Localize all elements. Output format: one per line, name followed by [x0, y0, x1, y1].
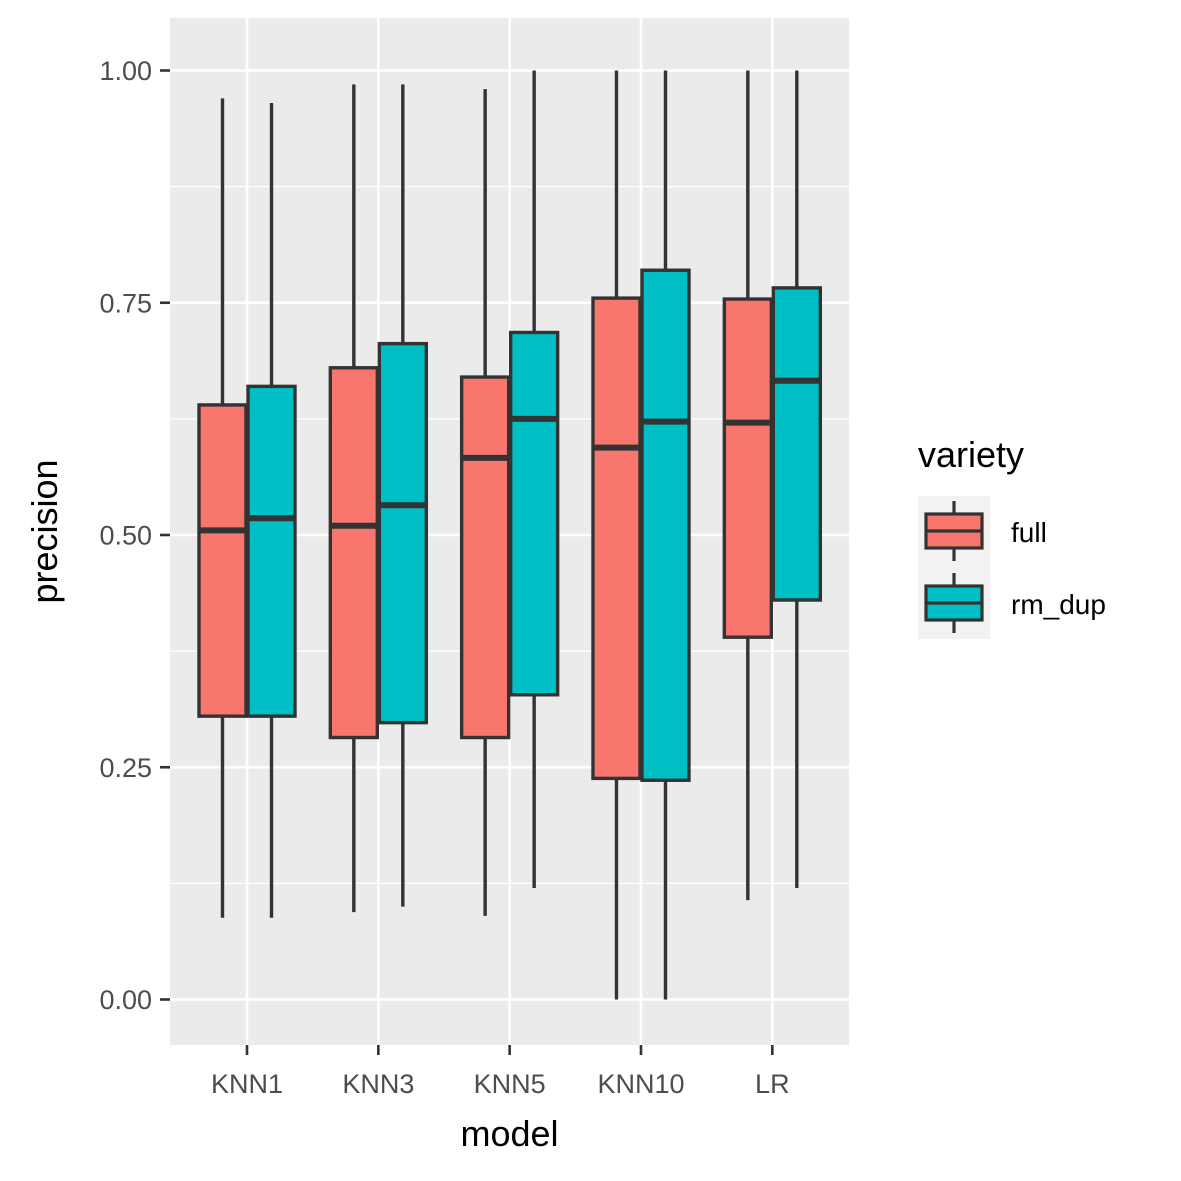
box-iqr [377, 341, 429, 725]
box-iqr [246, 384, 297, 718]
y-tick-label: 0.00 [99, 985, 152, 1015]
box-iqr [459, 375, 511, 740]
y-tick-label: 0.75 [99, 288, 152, 318]
box-lr-full [722, 70, 774, 901]
y-tick-label: 1.00 [99, 56, 152, 86]
legend-key-full [924, 501, 984, 561]
box-knn1-full [197, 98, 248, 918]
x-tick-label: LR [755, 1069, 790, 1099]
y-tick-label: 0.50 [99, 521, 152, 551]
legend-keys [924, 501, 984, 633]
box-knn3-rm-dup [377, 84, 429, 907]
legend: variety full rm_dup [918, 434, 1106, 639]
boxes-layer [197, 70, 823, 1000]
box-lr-rm-dup [771, 70, 823, 889]
box-iqr [771, 286, 823, 602]
box-knn10-rm-dup [640, 70, 691, 1000]
box-knn10-full [591, 70, 642, 1000]
box-iqr [197, 403, 248, 718]
y-axis: 0.00 0.25 0.50 0.75 1.00 [99, 56, 170, 1015]
box-iqr [722, 297, 774, 639]
legend-label-full: full [1011, 517, 1047, 548]
box-knn1-rm-dup [246, 103, 297, 918]
box-iqr [328, 366, 380, 740]
box-iqr [640, 268, 691, 782]
legend-key-rm-dup [924, 573, 984, 633]
box-knn5-rm-dup [508, 70, 560, 889]
x-tick-label: KNN1 [211, 1069, 283, 1099]
box-iqr [508, 330, 560, 697]
x-axis: KNN1 KNN3 KNN5 KNN10 LR [211, 1045, 790, 1099]
box-iqr [591, 296, 642, 781]
legend-title: variety [918, 434, 1024, 475]
box-knn3-full [328, 84, 380, 913]
x-tick-label: KNN5 [474, 1069, 546, 1099]
box-knn5-full [459, 89, 511, 916]
x-tick-label: KNN3 [342, 1069, 414, 1099]
y-tick-label: 0.25 [99, 753, 152, 783]
y-axis-title: precision [24, 459, 65, 603]
x-axis-title: model [460, 1113, 558, 1154]
legend-label-rm-dup: rm_dup [1011, 589, 1106, 620]
x-tick-label: KNN10 [597, 1069, 684, 1099]
